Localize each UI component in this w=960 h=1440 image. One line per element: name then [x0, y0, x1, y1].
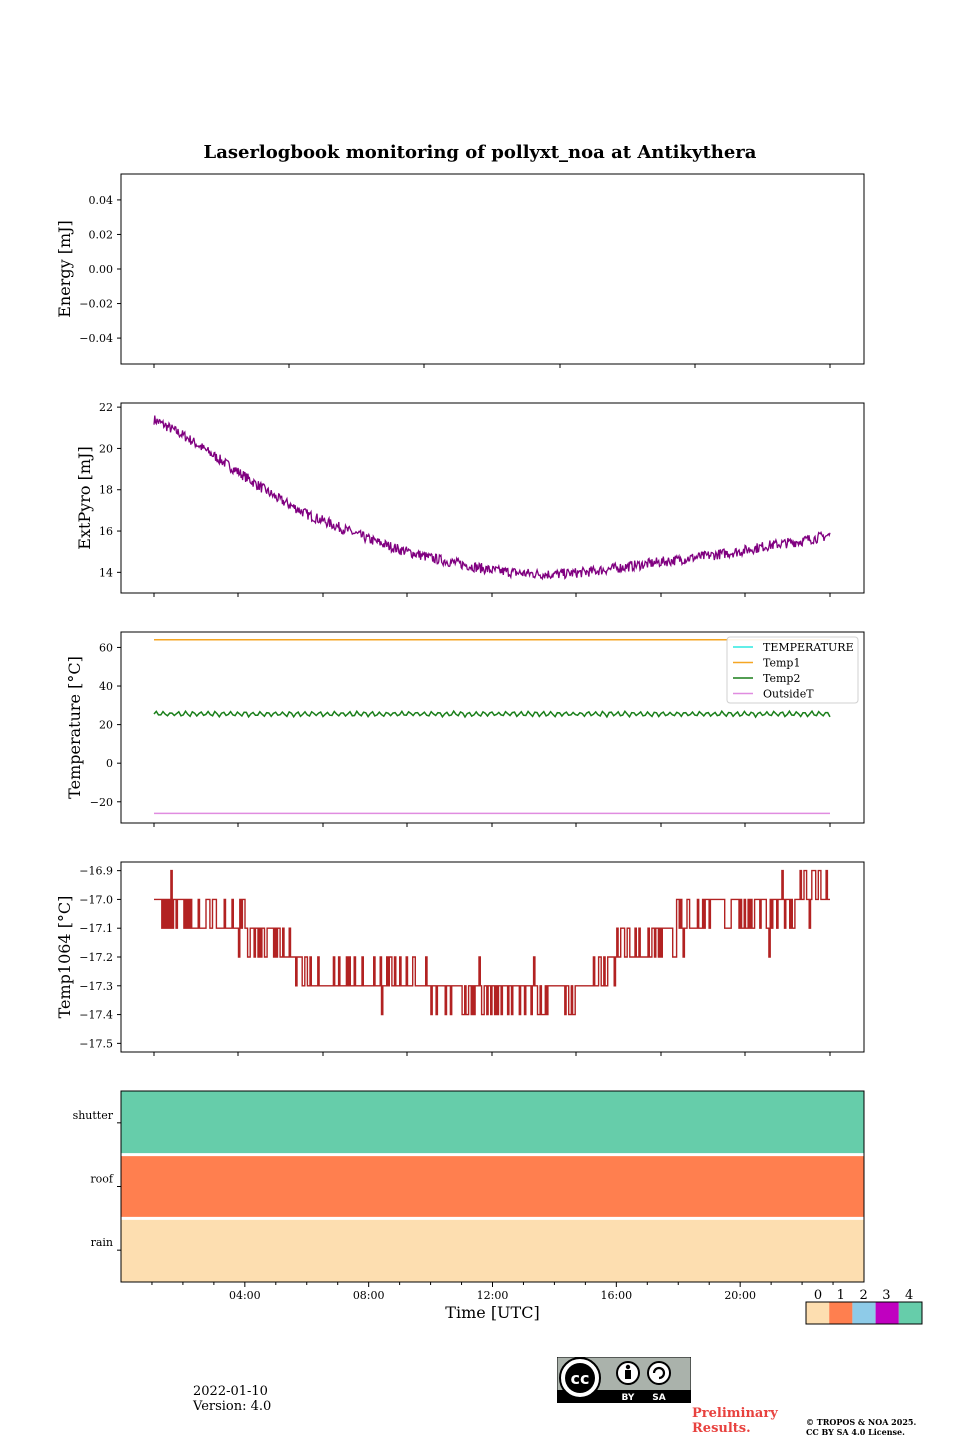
xtick-label-1200: 12:00 — [477, 1289, 509, 1302]
colorbar-swatch-4 — [898, 1302, 922, 1324]
panel-4-ytick-label: −17.2 — [79, 951, 113, 964]
panel-4-ylabel: Temp1064 [°C] — [55, 896, 74, 1019]
version-text: Version: 4.0 — [193, 1399, 272, 1414]
panel-3-ytick-label: 60 — [99, 641, 113, 654]
run-date: 2022-01-10 Version: 4.0 — [193, 1384, 271, 1414]
panel-2-frame — [120, 402, 865, 594]
panel-3-ytick-label: 20 — [99, 719, 113, 732]
legend-label-temperature: TEMPERATURE — [763, 641, 854, 654]
cc-by-sa-icon: cc BY SA — [557, 1357, 691, 1403]
status-row-roof — [121, 1154, 864, 1219]
preliminary-line-2: Results. — [692, 1421, 751, 1436]
legend-label-temp2: Temp2 — [763, 672, 800, 685]
xtick-label-0800: 08:00 — [353, 1289, 385, 1302]
panel-2-ytick-label: 20 — [99, 442, 113, 455]
figure-title: Laserlogbook monitoring of pollyxt_noa a… — [204, 142, 757, 163]
panel-1-ylabel: Energy [mJ] — [55, 220, 74, 318]
legend-box — [726, 636, 859, 704]
panel-4-ytick-label: −17.0 — [79, 893, 113, 906]
copyright-line-2: CC BY SA 4.0 License. — [806, 1427, 905, 1437]
panel-3-ytick-label: 0 — [106, 757, 113, 770]
status-row-label-shutter: shutter — [73, 1109, 114, 1122]
panel-1-frame — [120, 173, 865, 365]
cc-sa-label: SA — [652, 1393, 665, 1403]
copyright-line-1: © TROPOS & NOA 2025. — [806, 1417, 917, 1427]
panel-4-ytick-label: −16.9 — [79, 865, 113, 878]
panel-2-ylabel: ExtPyro [mJ] — [75, 446, 94, 549]
panel-1-ytick-label: −0.02 — [79, 298, 113, 311]
status-row-label-rain: rain — [91, 1236, 113, 1249]
panel-2-ytick-label: 16 — [99, 525, 113, 538]
panel-4-ytick-label: −17.3 — [79, 980, 113, 993]
panel-3-ytick-label: 40 — [99, 680, 113, 693]
colorbar-swatch-3 — [875, 1302, 899, 1324]
colorbar-frame — [805, 1301, 923, 1325]
status-row-label-roof: roof — [90, 1173, 114, 1186]
series-temp2-line — [153, 709, 831, 719]
colorbar-swatch-1 — [829, 1302, 853, 1324]
panel-2-ytick-label: 14 — [99, 566, 113, 579]
panel-4-frame — [120, 861, 865, 1053]
cc-by-label: BY — [622, 1393, 635, 1403]
panel-2-ytick-label: 18 — [99, 484, 113, 497]
copyright-note: © TROPOS & NOA 2025. CC BY SA 4.0 Licens… — [806, 1417, 916, 1437]
status-row-shutter — [121, 1091, 864, 1155]
panel-1-ytick-label: 0.00 — [89, 263, 114, 276]
date-text: 2022-01-10 — [193, 1384, 268, 1399]
panel-1-ytick-label: 0.04 — [89, 194, 114, 207]
panel-3-ylabel: Temperature [°C] — [65, 656, 84, 799]
colorbar-label-4: 4 — [905, 1288, 913, 1303]
legend-label-outsidet: OutsideT — [763, 688, 814, 701]
temp1064-line — [154, 869, 830, 1016]
panel-1-ytick-label: 0.02 — [89, 228, 114, 241]
panel-4-ytick-label: −17.1 — [79, 922, 113, 935]
colorbar-label-0: 0 — [814, 1288, 822, 1303]
status-row-rain — [121, 1218, 864, 1282]
colorbar-swatch-0 — [806, 1302, 830, 1324]
panel-4-ytick-label: −17.4 — [79, 1009, 113, 1022]
extpyro-line — [153, 415, 831, 581]
xtick-label-0400: 04:00 — [229, 1289, 261, 1302]
panel-1-ytick-label: −0.04 — [79, 332, 113, 345]
legend-label-temp1: Temp1 — [763, 657, 800, 670]
preliminary-note: Preliminary Results. — [692, 1406, 778, 1436]
colorbar-label-2: 2 — [859, 1288, 867, 1303]
colorbar-swatch-2 — [852, 1302, 876, 1324]
panel-3-ytick-label: −20 — [90, 796, 113, 809]
colorbar-label-1: 1 — [837, 1288, 845, 1303]
preliminary-line-1: Preliminary — [692, 1406, 778, 1421]
x-axis-label: Time [UTC] — [445, 1303, 539, 1322]
xtick-label-1600: 16:00 — [600, 1289, 632, 1302]
panel-4-ytick-label: −17.5 — [79, 1037, 113, 1050]
colorbar-label-3: 3 — [882, 1288, 890, 1303]
svg-text:cc: cc — [571, 1369, 590, 1388]
panel-2-ytick-label: 22 — [99, 401, 113, 414]
xtick-label-2000: 20:00 — [724, 1289, 756, 1302]
